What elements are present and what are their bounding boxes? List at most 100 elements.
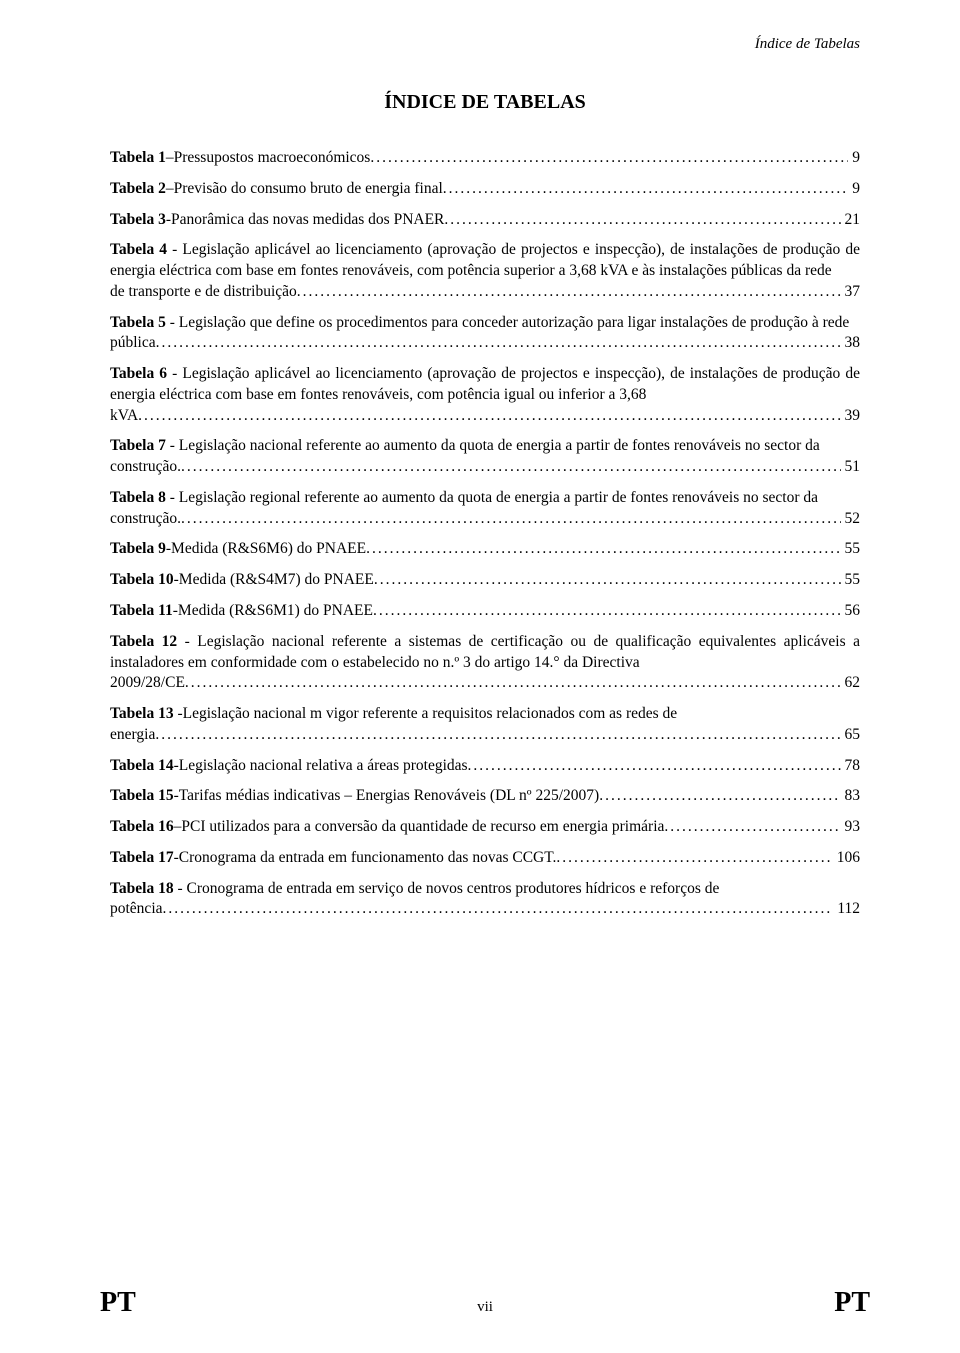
toc-entry-page: 65 — [841, 725, 861, 746]
toc-entry-sep: - — [166, 437, 179, 454]
toc-entry-lead: Tabela 4 — [110, 241, 167, 258]
toc-entry-sep: - — [174, 880, 187, 897]
page-footer: PT vii PT — [0, 1287, 960, 1319]
toc-entry-sep: – — [166, 148, 174, 169]
toc-entry-lead: Tabela 9 — [110, 539, 166, 560]
toc-entry-page: 106 — [833, 848, 860, 869]
toc-entry-lead: Tabela 15 — [110, 786, 174, 807]
toc-entry-page: 56 — [841, 601, 861, 622]
toc-entry-lastline: potência 112 — [110, 899, 860, 920]
toc-entry-tail: Medida (R&S4M7) do PNAEE — [179, 570, 374, 591]
toc-list: Tabela 1 – Pressupostos macroeconómicos … — [110, 148, 860, 920]
toc-entry-tail: kVA — [110, 406, 138, 427]
toc-entry-page: 55 — [841, 570, 861, 591]
toc-entry-page: 21 — [841, 210, 861, 231]
footer-page-number: vii — [477, 1299, 493, 1316]
toc-entry-lastline: pública 38 — [110, 333, 860, 354]
toc-entry-tail: Cronograma da entrada em funcionamento d… — [179, 848, 557, 869]
toc-entry-pre: Legislação nacional referente a sistemas… — [110, 633, 860, 671]
toc-entry-pre: Legislação nacional referente ao aumento… — [179, 437, 820, 454]
toc-entry-page: 93 — [841, 817, 861, 838]
toc-entry-tail: Panorâmica das novas medidas dos PNAER — [171, 210, 444, 231]
toc-entry-lastline: Tabela 11 - Medida (R&S6M1) do PNAEE 56 — [110, 601, 860, 622]
leader-dots — [155, 725, 840, 746]
toc-entry-text: Tabela 12 - Legislação nacional referent… — [110, 632, 860, 674]
leader-dots — [556, 848, 832, 869]
toc-entry-lead: Tabela 11 — [110, 601, 173, 622]
toc-entry-sep: - — [167, 241, 182, 258]
toc-entry-pre: Legislação aplicável ao licenciamento (a… — [110, 241, 860, 279]
toc-entry-tail: PCI utilizados para a conversão da quant… — [181, 817, 664, 838]
toc-entry-text: Tabela 7 - Legislação nacional referente… — [110, 436, 860, 457]
toc-entry-page: 55 — [841, 539, 861, 560]
leader-dots — [370, 148, 848, 169]
toc-entry-text: Tabela 13 -Legislação nacional m vigor r… — [110, 704, 860, 725]
toc-entry-lead: Tabela 1 — [110, 148, 166, 169]
footer-left: PT — [100, 1287, 136, 1319]
toc-entry-lead: Tabela 18 — [110, 880, 174, 897]
leader-dots — [443, 179, 848, 200]
toc-entry-sep: - — [177, 633, 197, 650]
toc-entry-lead: Tabela 6 — [110, 365, 167, 382]
leader-dots — [374, 570, 841, 591]
leader-dots — [185, 673, 841, 694]
footer-right: PT — [834, 1287, 870, 1319]
toc-entry-sep: - — [166, 314, 179, 331]
leader-dots — [297, 282, 841, 303]
toc-entry-sep: – — [166, 179, 174, 200]
toc-entry-sep: - — [174, 705, 183, 722]
toc-entry-lead: Tabela 13 — [110, 705, 174, 722]
toc-entry-lastline: Tabela 14 - Legislação nacional relativa… — [110, 756, 860, 777]
toc-entry: Tabela 13 -Legislação nacional m vigor r… — [110, 704, 860, 746]
toc-entry-tail: Pressupostos macroeconómicos — [174, 148, 371, 169]
toc-entry-page: 78 — [841, 756, 861, 777]
leader-dots — [664, 817, 840, 838]
toc-entry-pre: Legislação aplicável ao licenciamento (a… — [110, 365, 860, 403]
toc-entry-lastline: Tabela 15 - Tarifas médias indicativas –… — [110, 786, 860, 807]
toc-entry-lead: Tabela 16 — [110, 817, 174, 838]
toc-entry-lastline: construção. 52 — [110, 509, 860, 530]
toc-entry-lastline: kVA 39 — [110, 406, 860, 427]
toc-entry-lastline: 2009/28/CE 62 — [110, 673, 860, 694]
toc-entry-lastline: Tabela 9 - Medida (R&S6M6) do PNAEE 55 — [110, 539, 860, 560]
toc-entry-pre: Legislação nacional m vigor referente a … — [183, 705, 678, 722]
toc-entry: Tabela 1 – Pressupostos macroeconómicos … — [110, 148, 860, 169]
toc-entry-lastline: Tabela 2 – Previsão do consumo bruto de … — [110, 179, 860, 200]
leader-dots — [599, 786, 840, 807]
toc-entry: Tabela 18 - Cronograma de entrada em ser… — [110, 879, 860, 921]
toc-entry-sep: - — [167, 365, 182, 382]
toc-entry-tail: construção. — [110, 457, 181, 478]
toc-entry: Tabela 9 - Medida (R&S6M6) do PNAEE 55 — [110, 539, 860, 560]
toc-entry-page: 37 — [841, 282, 861, 303]
toc-entry: Tabela 17 - Cronograma da entrada em fun… — [110, 848, 860, 869]
leader-dots — [181, 509, 840, 530]
toc-entry-sep: – — [174, 817, 182, 838]
toc-entry-lead: Tabela 5 — [110, 314, 166, 331]
toc-entry-page: 83 — [841, 786, 861, 807]
toc-entry-lastline: construção. 51 — [110, 457, 860, 478]
toc-entry-tail: potência — [110, 899, 163, 920]
toc-entry-lastline: Tabela 3 - Panorâmica das novas medidas … — [110, 210, 860, 231]
toc-entry-lastline: energia 65 — [110, 725, 860, 746]
toc-entry-page: 39 — [841, 406, 861, 427]
toc-entry: Tabela 4 - Legislação aplicável ao licen… — [110, 240, 860, 302]
leader-dots — [181, 457, 840, 478]
toc-entry-tail: Legislação nacional relativa a áreas pro… — [179, 756, 468, 777]
toc-entry: Tabela 11 - Medida (R&S6M1) do PNAEE 56 — [110, 601, 860, 622]
toc-entry-lastline: Tabela 10 - Medida (R&S4M7) do PNAEE 55 — [110, 570, 860, 591]
toc-entry: Tabela 15 - Tarifas médias indicativas –… — [110, 786, 860, 807]
toc-entry-text: Tabela 8 - Legislação regional referente… — [110, 488, 860, 509]
toc-entry: Tabela 7 - Legislação nacional referente… — [110, 436, 860, 478]
toc-entry-tail: Medida (R&S6M1) do PNAEE — [178, 601, 373, 622]
toc-entry-page: 9 — [848, 179, 860, 200]
toc-entry-text: Tabela 6 - Legislação aplicável ao licen… — [110, 364, 860, 406]
toc-entry-pre: Cronograma de entrada em serviço de novo… — [187, 880, 720, 897]
leader-dots — [373, 601, 841, 622]
toc-entry-lead: Tabela 8 — [110, 489, 166, 506]
toc-entry: Tabela 8 - Legislação regional referente… — [110, 488, 860, 530]
toc-entry-pre: Legislação regional referente ao aumento… — [179, 489, 818, 506]
toc-entry: Tabela 16 – PCI utilizados para a conver… — [110, 817, 860, 838]
toc-entry-text: Tabela 5 - Legislação que define os proc… — [110, 313, 860, 334]
toc-entry: Tabela 2 – Previsão do consumo bruto de … — [110, 179, 860, 200]
toc-entry-lead: Tabela 2 — [110, 179, 166, 200]
